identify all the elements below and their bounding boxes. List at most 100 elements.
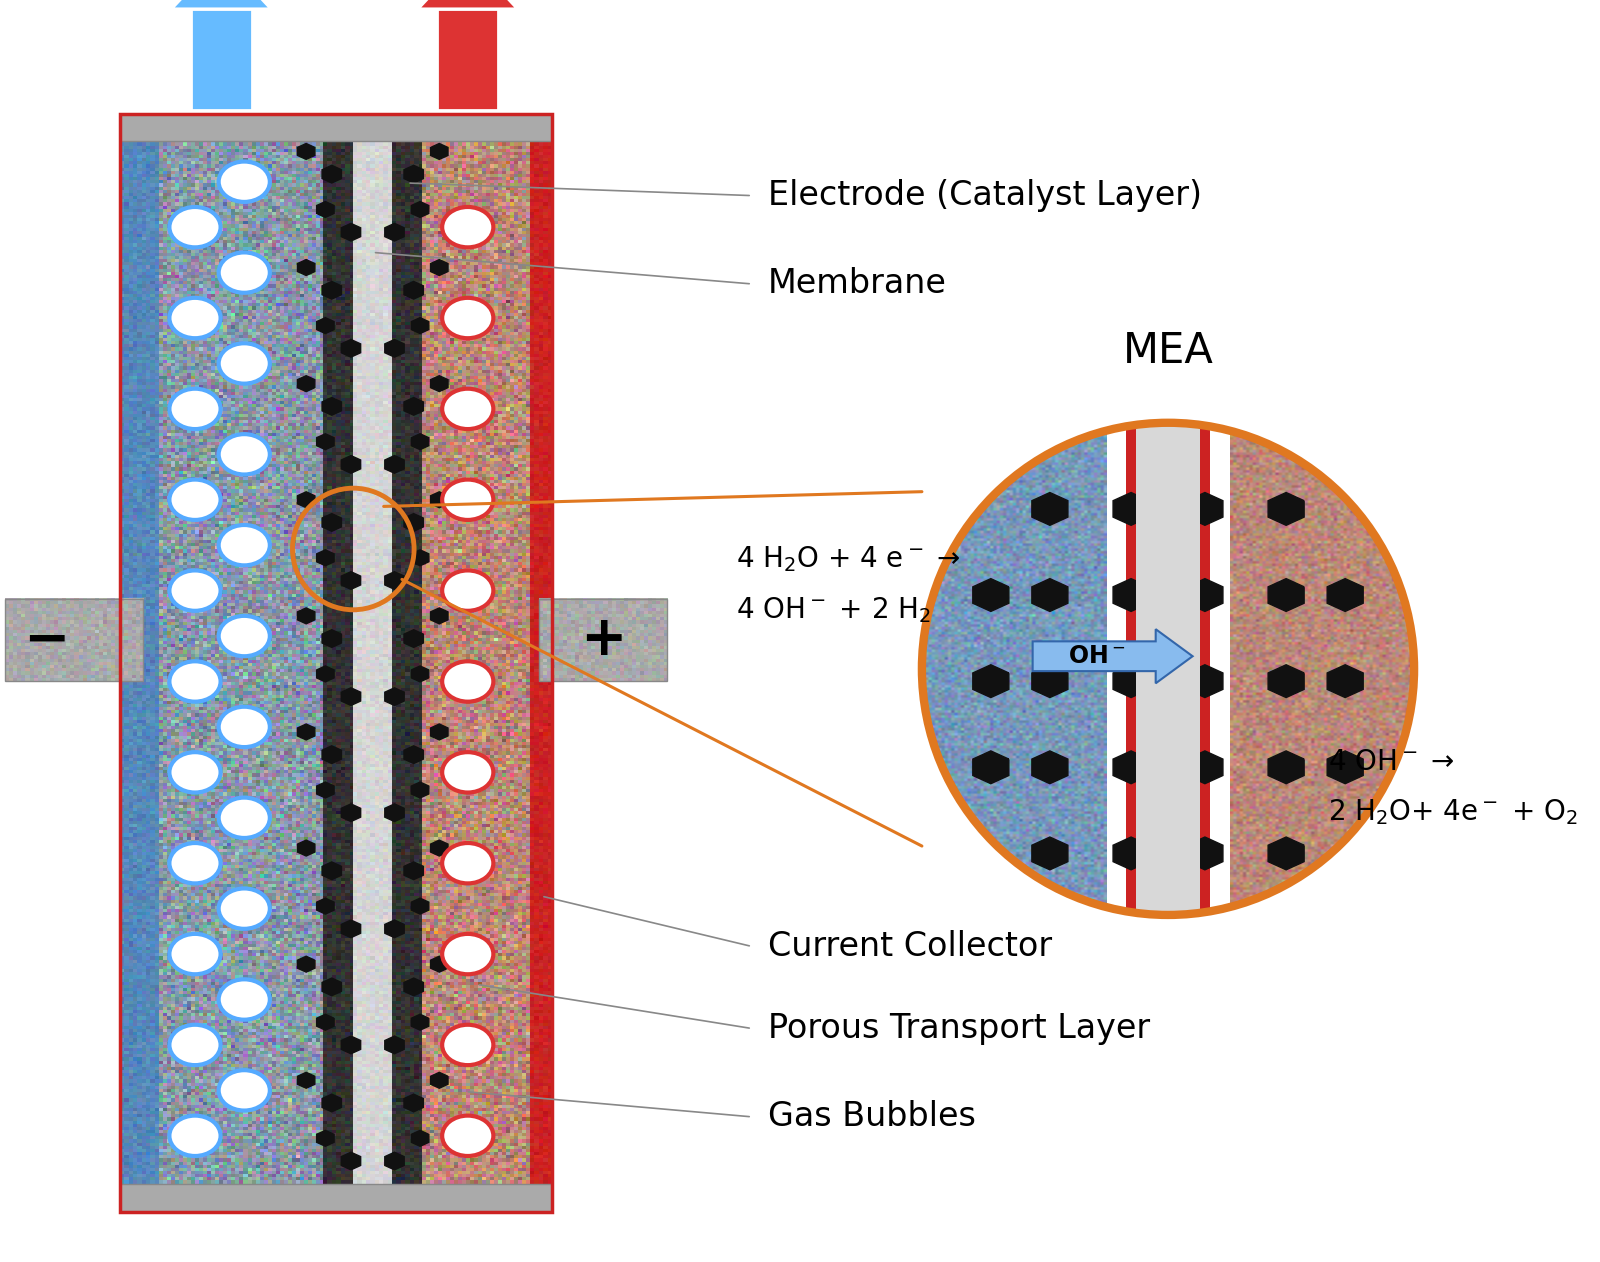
Bar	[1200, 423, 1210, 915]
Polygon shape	[403, 281, 424, 299]
Circle shape	[442, 1116, 493, 1156]
Circle shape	[442, 480, 493, 520]
Polygon shape	[384, 920, 405, 938]
Circle shape	[170, 207, 221, 247]
Polygon shape	[1032, 837, 1067, 870]
Polygon shape	[403, 746, 424, 764]
Bar	[120, 114, 552, 1212]
Text: 4 OH$^-$ + 2 H$_2$: 4 OH$^-$ + 2 H$_2$	[736, 594, 931, 625]
Circle shape	[219, 616, 270, 656]
Circle shape	[219, 979, 270, 1020]
Polygon shape	[403, 862, 424, 880]
Circle shape	[219, 798, 270, 838]
Polygon shape	[973, 578, 1010, 612]
Bar	[1136, 423, 1200, 915]
Text: Porous Transport Layer: Porous Transport Layer	[768, 1012, 1150, 1045]
Polygon shape	[384, 804, 405, 822]
Polygon shape	[430, 492, 448, 507]
Polygon shape	[411, 318, 429, 333]
Bar	[437, 9, 498, 110]
Circle shape	[442, 1025, 493, 1065]
Text: Current Collector: Current Collector	[768, 930, 1053, 963]
Polygon shape	[317, 550, 334, 565]
Polygon shape	[1187, 751, 1222, 784]
Polygon shape	[430, 724, 448, 740]
Polygon shape	[317, 318, 334, 333]
Circle shape	[219, 525, 270, 565]
Bar	[190, 9, 251, 110]
Polygon shape	[403, 978, 424, 996]
Polygon shape	[298, 260, 315, 275]
Polygon shape	[322, 398, 341, 415]
Polygon shape	[973, 751, 1010, 784]
Polygon shape	[1326, 751, 1363, 784]
Circle shape	[170, 389, 221, 429]
Circle shape	[442, 752, 493, 793]
Polygon shape	[384, 688, 405, 705]
Text: MEA: MEA	[1123, 331, 1213, 372]
Bar	[539, 599, 667, 681]
Circle shape	[219, 343, 270, 384]
Polygon shape	[411, 1015, 429, 1030]
Polygon shape	[322, 978, 341, 996]
Bar	[5, 599, 144, 681]
Polygon shape	[1269, 665, 1304, 698]
Polygon shape	[1326, 665, 1363, 698]
Polygon shape	[298, 376, 315, 391]
Polygon shape	[1114, 837, 1149, 870]
Circle shape	[170, 752, 221, 793]
Text: 4 OH$^-$ →: 4 OH$^-$ →	[1328, 748, 1454, 776]
Ellipse shape	[922, 423, 1414, 915]
Polygon shape	[411, 899, 429, 914]
Polygon shape	[1032, 492, 1067, 525]
Polygon shape	[1114, 492, 1149, 525]
Polygon shape	[1032, 665, 1067, 698]
Polygon shape	[322, 630, 341, 647]
Polygon shape	[973, 665, 1010, 698]
Polygon shape	[411, 202, 429, 217]
Polygon shape	[1269, 492, 1304, 525]
Polygon shape	[341, 339, 360, 357]
Polygon shape	[1269, 837, 1304, 870]
Polygon shape	[341, 456, 360, 473]
Polygon shape	[403, 165, 424, 183]
Circle shape	[442, 570, 493, 611]
Polygon shape	[298, 724, 315, 740]
Bar	[120, 1184, 552, 1212]
Polygon shape	[317, 1015, 334, 1030]
Polygon shape	[341, 1036, 360, 1054]
Circle shape	[170, 661, 221, 702]
Circle shape	[170, 570, 221, 611]
Polygon shape	[403, 398, 424, 415]
Polygon shape	[317, 899, 334, 914]
Polygon shape	[430, 260, 448, 275]
Polygon shape	[298, 492, 315, 507]
Bar	[1126, 423, 1136, 915]
Polygon shape	[430, 608, 448, 623]
Circle shape	[219, 162, 270, 202]
Text: 4 H$_2$O + 4 e$^-$ →: 4 H$_2$O + 4 e$^-$ →	[736, 544, 960, 574]
Text: 2 H$_2$O+ 4e$^-$ + O$_2$: 2 H$_2$O+ 4e$^-$ + O$_2$	[1328, 796, 1578, 827]
Polygon shape	[317, 782, 334, 798]
Polygon shape	[341, 688, 360, 705]
Polygon shape	[1032, 578, 1067, 612]
Polygon shape	[317, 666, 334, 681]
Polygon shape	[411, 1131, 429, 1146]
Polygon shape	[384, 1036, 405, 1054]
Polygon shape	[317, 1131, 334, 1146]
Text: Membrane: Membrane	[768, 268, 947, 300]
Polygon shape	[430, 1073, 448, 1088]
Polygon shape	[411, 782, 429, 798]
Polygon shape	[411, 550, 429, 565]
Polygon shape	[403, 514, 424, 531]
Text: +: +	[579, 613, 626, 668]
Polygon shape	[322, 165, 341, 183]
Text: OH$^-$: OH$^-$	[1067, 644, 1125, 669]
Polygon shape	[317, 434, 334, 449]
Polygon shape	[418, 0, 517, 9]
Polygon shape	[341, 804, 360, 822]
Polygon shape	[403, 1094, 424, 1112]
Polygon shape	[341, 920, 360, 938]
Bar	[1136, 423, 1200, 915]
Polygon shape	[1114, 665, 1149, 698]
